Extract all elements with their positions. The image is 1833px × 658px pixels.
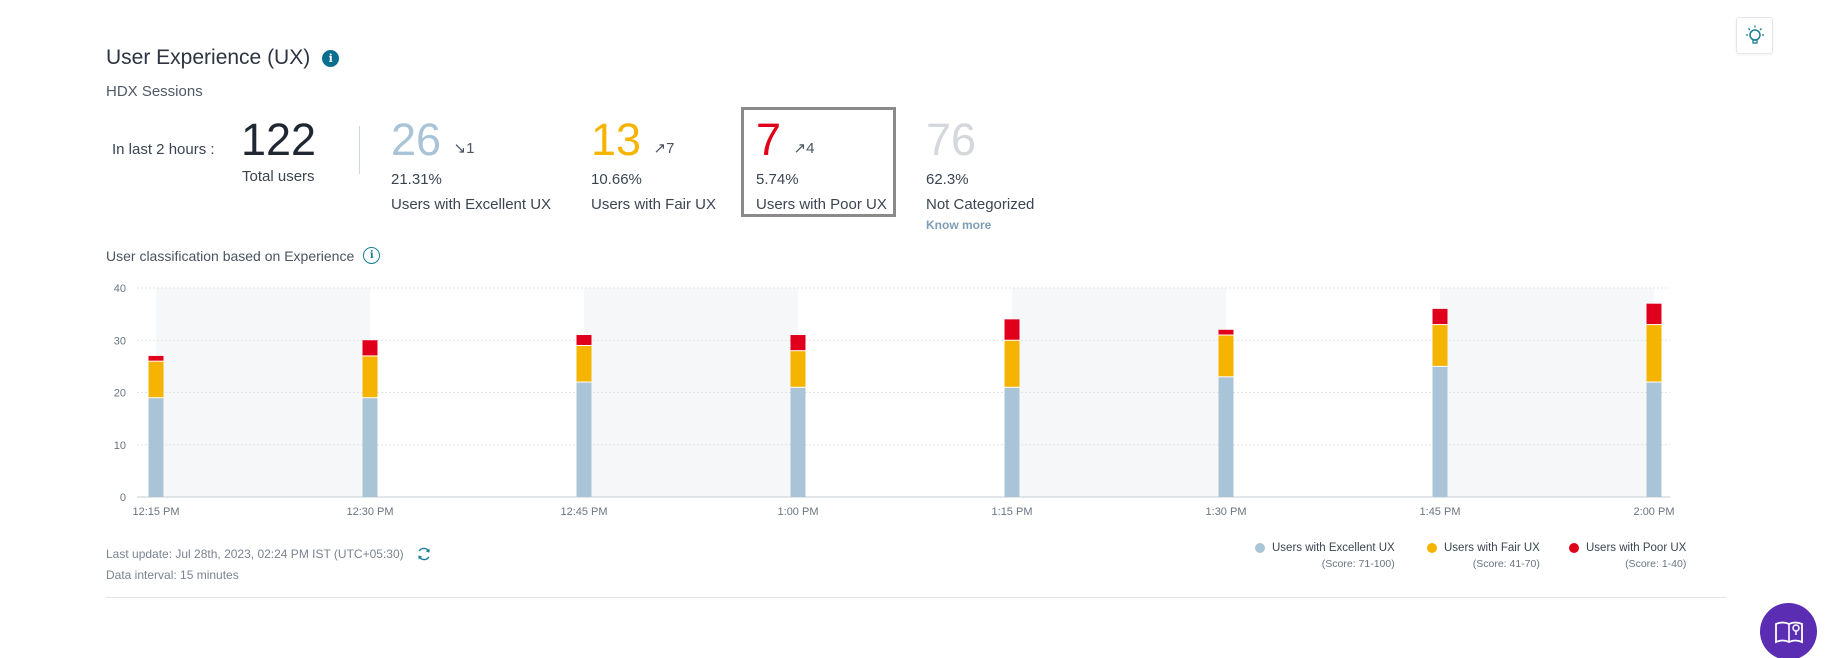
stat-excellent[interactable]: 26 ↘1 21.31% Users with Excellent UX	[391, 113, 551, 213]
total-users-label: Total users	[242, 168, 315, 185]
know-more-link[interactable]: Know more	[926, 218, 992, 232]
bar-segment	[1004, 387, 1020, 497]
bar-segment	[1646, 382, 1662, 497]
arrow-down-right-icon: ↘	[453, 140, 467, 157]
bar-segment	[362, 340, 378, 356]
x-tick-label: 12:15 PM	[132, 506, 179, 518]
excellent-label: Users with Excellent UX	[391, 196, 552, 213]
refresh-icon[interactable]	[416, 546, 432, 562]
legend-dot	[1427, 543, 1437, 553]
bar-segment	[1432, 308, 1448, 325]
poor-percent: 5.74%	[756, 171, 799, 188]
not-categorized-label: Not Categorized	[926, 196, 1035, 213]
y-tick-label: 0	[120, 492, 126, 504]
y-tick-label: 40	[114, 283, 126, 295]
y-tick-label: 20	[114, 388, 126, 400]
legend-score: (Score: 71-100)	[1321, 558, 1395, 570]
period-label: In last 2 hours :	[112, 141, 215, 158]
help-book-icon	[1774, 621, 1803, 643]
legend-dot	[1569, 543, 1579, 553]
excellent-percent: 21.31%	[391, 171, 442, 188]
bar-segment	[1432, 366, 1448, 497]
data-interval: Data interval: 15 minutes	[106, 568, 239, 582]
legend-label: Users with Poor UX	[1586, 542, 1687, 554]
legend-label: Users with Excellent UX	[1272, 542, 1395, 554]
stat-poor[interactable]: 7 ↗4 5.74% Users with Poor UX	[756, 113, 887, 213]
bar-segment	[148, 355, 164, 362]
legend-label: Users with Fair UX	[1444, 542, 1540, 554]
bar-segment	[148, 397, 164, 497]
x-tick-label: 1:30 PM	[1206, 506, 1247, 518]
not-categorized-percent: 62.3%	[926, 171, 969, 188]
ux-stacked-bar-chart: 0 10 20 30 40 12:15 PM 12:30 PM 12:45 PM 1:00 PM…	[114, 283, 1675, 518]
chart-title: User classification based on Experience	[106, 247, 355, 264]
bar-segment	[790, 350, 806, 388]
total-users-value: 122	[241, 114, 317, 165]
bar-segment	[362, 397, 378, 497]
bar-segment	[1218, 335, 1234, 377]
bar-segment	[148, 361, 164, 398]
bar-segment	[1218, 329, 1234, 336]
bar-segment	[1432, 324, 1448, 367]
stat-fair[interactable]: 13 ↗7 10.66% Users with Fair UX	[591, 113, 716, 213]
y-tick-label: 30	[114, 335, 126, 347]
last-update-text: Last update: Jul 28th, 2023, 02:24 PM IS…	[106, 547, 404, 561]
legend-score: (Score: 41-70)	[1472, 558, 1540, 570]
bar-segment	[790, 387, 806, 497]
excellent-value: 26	[391, 114, 442, 165]
last-update: Last update: Jul 28th, 2023, 02:24 PM IS…	[106, 546, 432, 562]
bar-segment	[1004, 340, 1020, 388]
poor-value: 7	[756, 114, 782, 165]
selected-stat-outline	[741, 107, 896, 217]
page-title: User Experience (UX)	[106, 46, 311, 69]
divider	[106, 597, 1726, 598]
poor-label: Users with Poor UX	[756, 196, 887, 213]
excellent-delta: ↘1	[453, 140, 475, 157]
arrow-up-right-icon: ↗	[793, 140, 807, 157]
arrow-up-right-icon: ↗	[653, 140, 667, 157]
x-tick-label: 12:30 PM	[346, 506, 393, 518]
bar-segment	[576, 382, 592, 497]
x-tick-label: 2:00 PM	[1634, 506, 1675, 518]
bar-segment	[576, 345, 592, 383]
poor-delta: ↗4	[793, 140, 815, 157]
fair-delta: ↗7	[653, 140, 675, 157]
fair-label: Users with Fair UX	[591, 196, 717, 213]
fair-percent: 10.66%	[591, 171, 642, 188]
page-subtitle: HDX Sessions	[106, 83, 203, 100]
not-categorized-value: 76	[926, 114, 977, 165]
legend-item-fair[interactable]: Users with Fair UX (Score: 41-70)	[1427, 542, 1540, 570]
help-button[interactable]	[1760, 603, 1817, 658]
bar-segment	[1004, 319, 1020, 341]
legend-score: (Score: 1-40)	[1625, 558, 1687, 570]
legend-dot	[1255, 543, 1265, 553]
stat-not-categorized: 76 62.3% Not Categorized Know more	[926, 113, 1034, 232]
y-tick-label: 10	[114, 440, 126, 452]
x-tick-label: 1:45 PM	[1420, 506, 1461, 518]
bar-segment	[1646, 303, 1662, 325]
bar-segment	[790, 335, 806, 351]
legend-item-excellent[interactable]: Users with Excellent UX (Score: 71-100)	[1255, 542, 1395, 570]
bar-segment	[576, 335, 592, 346]
lightbulb-icon	[1745, 25, 1764, 44]
x-tick-label: 1:15 PM	[992, 506, 1033, 518]
x-tick-label: 1:00 PM	[778, 506, 819, 518]
legend-item-poor[interactable]: Users with Poor UX (Score: 1-40)	[1569, 542, 1686, 570]
bar-segment	[362, 355, 378, 398]
header: User Experience (UX) i	[106, 46, 340, 70]
bar-segment	[1218, 376, 1234, 497]
x-tick-label: 12:45 PM	[560, 506, 607, 518]
divider	[359, 126, 360, 174]
info-icon[interactable]: i	[363, 247, 381, 264]
fair-value: 13	[591, 114, 642, 165]
info-icon[interactable]: i	[322, 49, 340, 67]
chart-header: User classification based on Experience …	[106, 247, 381, 264]
insights-button[interactable]	[1736, 17, 1773, 54]
bar-segment	[1646, 324, 1662, 383]
